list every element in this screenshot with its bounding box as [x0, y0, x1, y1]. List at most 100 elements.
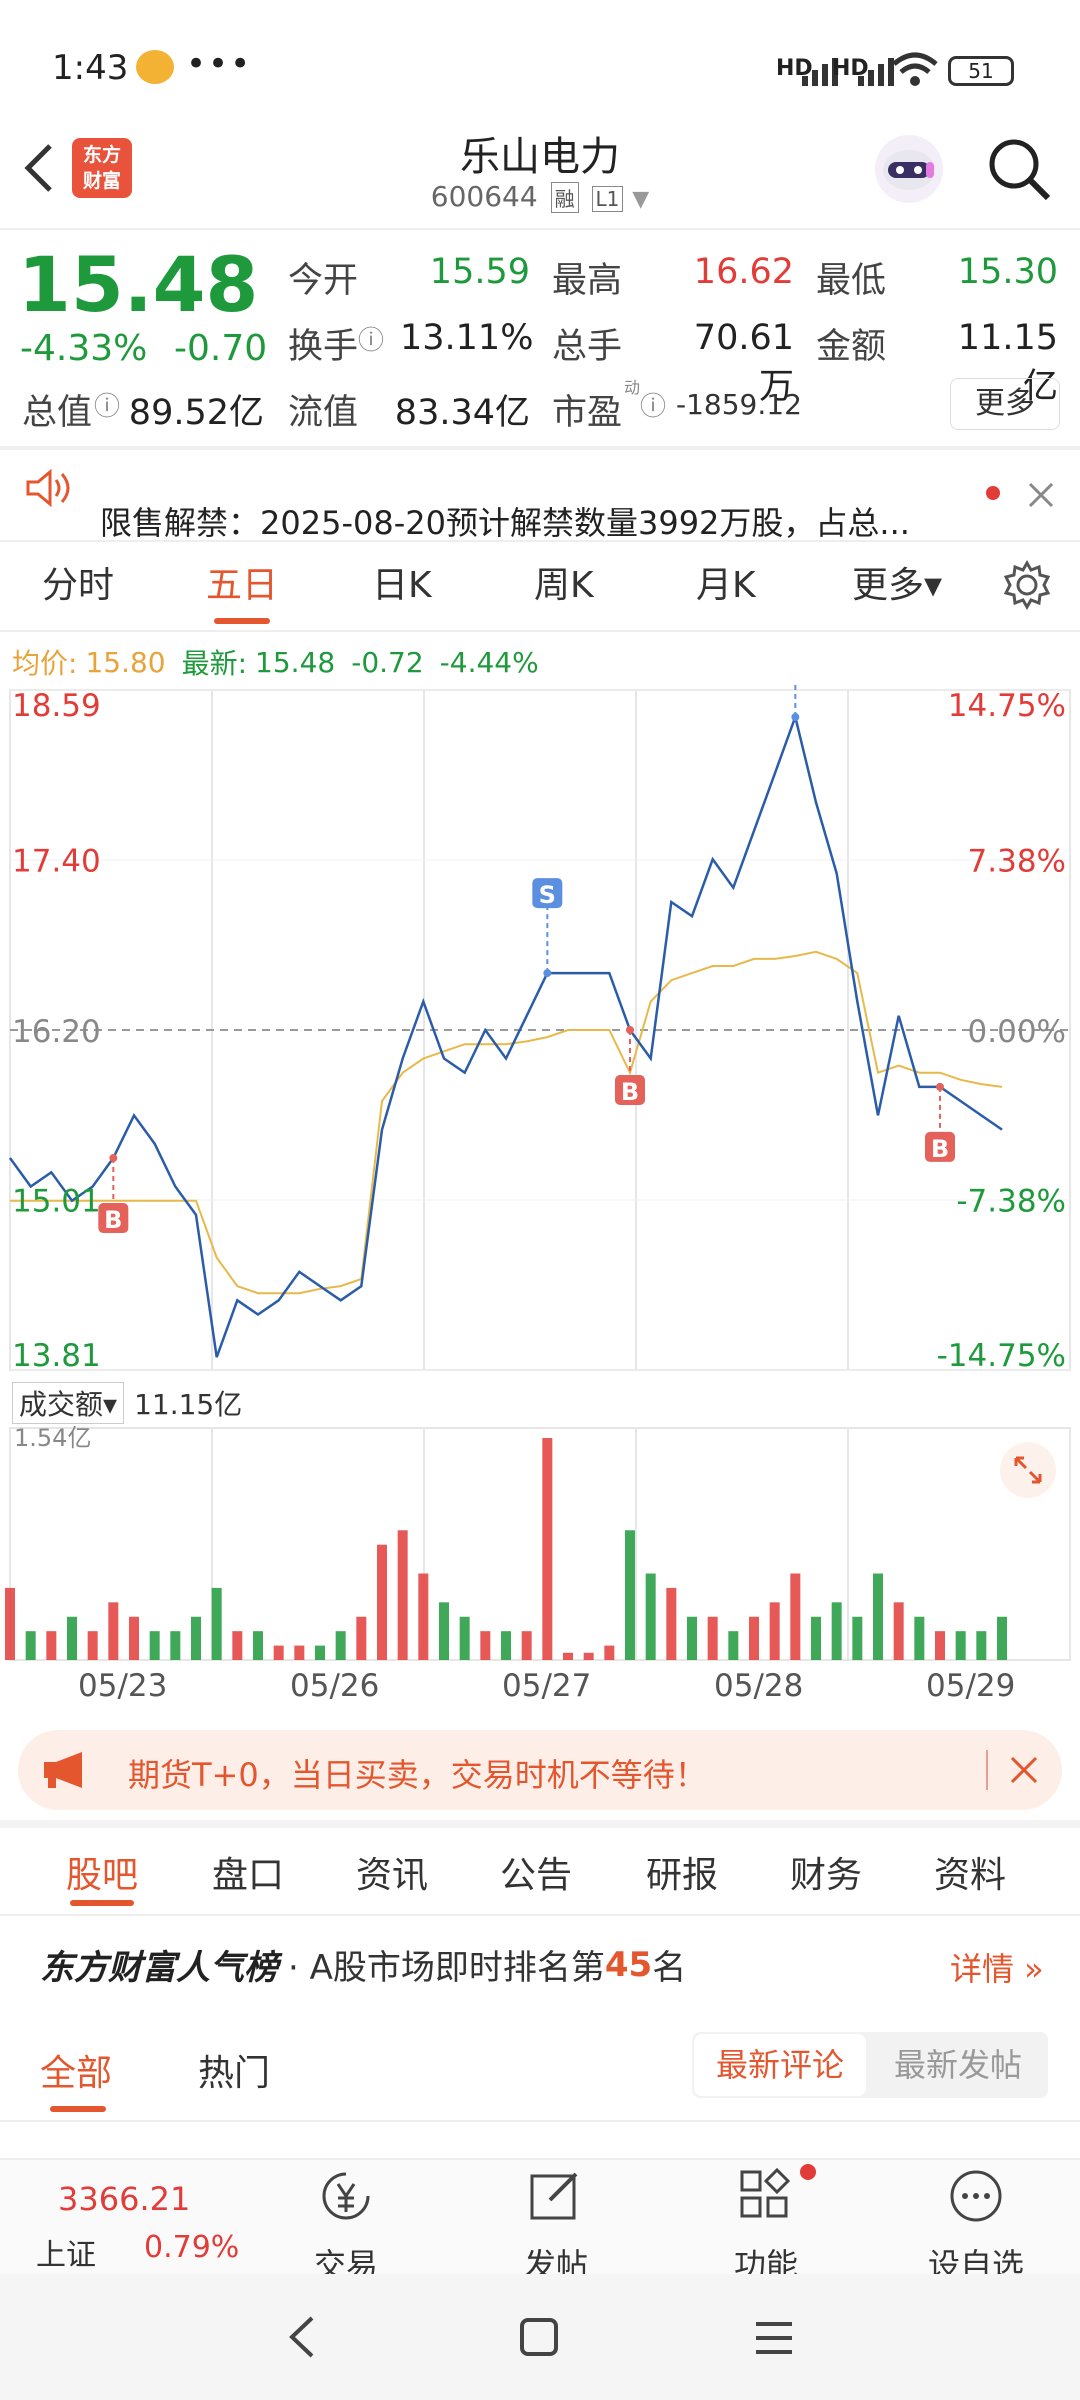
gear-icon[interactable]: [1002, 560, 1052, 610]
notice-bar[interactable]: 限售解禁：2025-08-20预计解禁数量3992万股，占总...: [0, 452, 1080, 542]
functions-badge: [800, 2164, 816, 2180]
divider: [0, 2120, 1080, 2122]
volume-header: 成交额▾ 11.15亿: [12, 1382, 242, 1424]
buy-marker[interactable]: B: [925, 1082, 955, 1163]
functions-grid-icon[interactable]: [738, 2168, 794, 2224]
index-change: 0.79%: [144, 2230, 240, 2265]
latest-value: 15.48: [255, 645, 336, 679]
tab-guba[interactable]: 股吧: [66, 1855, 139, 1896]
close-icon[interactable]: [1026, 480, 1056, 510]
more-button[interactable]: 更多: [950, 378, 1060, 430]
speaker-icon: [26, 468, 70, 508]
volume-bar: [728, 1631, 739, 1660]
volume-bar: [707, 1616, 718, 1660]
tab-news[interactable]: 资讯: [356, 1855, 429, 1896]
nav-back-icon[interactable]: [282, 2314, 322, 2360]
volume-bar: [335, 1631, 346, 1660]
buy-marker[interactable]: B: [615, 1026, 645, 1106]
sort-latest-post[interactable]: 最新发帖: [893, 2046, 1022, 2084]
sell-marker[interactable]: S: [532, 878, 563, 978]
post-edit-icon[interactable]: [528, 2168, 584, 2224]
volume-bar: [480, 1631, 491, 1660]
index-value[interactable]: 3366.21: [58, 2180, 191, 2218]
futures-ad-banner[interactable]: 期货T+0，当日买卖，交易时机不等待！: [18, 1730, 1062, 1810]
filter-all[interactable]: 全部: [40, 2053, 113, 2094]
volume-selector[interactable]: 成交额▾: [12, 1382, 125, 1424]
logo-line-2: 财富: [82, 170, 121, 192]
nav-menu-icon[interactable]: [752, 2318, 796, 2358]
volume-bar: [893, 1602, 904, 1660]
tab-five-day[interactable]: 五日: [206, 565, 279, 606]
volume-bar: [501, 1631, 511, 1660]
tab-daily-k[interactable]: 日K: [372, 565, 432, 606]
eastmoney-logo: 东方 财富: [72, 138, 132, 198]
info-icon[interactable]: ⓘ: [94, 392, 121, 422]
volume-bar: [25, 1631, 36, 1660]
stock-code-row[interactable]: 600644 融 L1 ▼: [0, 180, 1080, 213]
tab-weekly-k[interactable]: 周K: [534, 565, 594, 606]
expand-icon[interactable]: [998, 1440, 1058, 1500]
tab-more[interactable]: 更多▾: [852, 565, 943, 606]
change-percent: -4.33%: [20, 328, 148, 369]
x-tick-label: 05/29: [926, 1668, 1016, 1704]
x-axis-labels: 05/23 05/26 05/27 05/28 05/29: [0, 1668, 1080, 1708]
margin-tag: 融: [550, 182, 579, 213]
watchlist-icon[interactable]: [948, 2168, 1004, 2224]
info-icon[interactable]: ⓘ: [358, 326, 385, 356]
more-notifications-icon: •••: [186, 44, 253, 84]
pe-value: -1859.12: [676, 388, 802, 421]
filter-hot[interactable]: 热门: [198, 2053, 271, 2094]
volume-bar: [935, 1631, 945, 1660]
nav-home-icon[interactable]: [518, 2316, 560, 2358]
buy-marker[interactable]: B: [98, 1154, 129, 1234]
close-icon[interactable]: [1008, 1754, 1040, 1786]
popularity-rank-row[interactable]: 东方财富人气榜 · A股市场即时排名第 45 名: [40, 1940, 686, 1989]
divider: [0, 228, 1080, 230]
tab-profile[interactable]: 资料: [934, 1855, 1007, 1896]
low-label: 最低: [816, 261, 887, 301]
volume-bar: [852, 1616, 863, 1660]
volume-bar: [749, 1616, 759, 1660]
price-chart[interactable]: B S B S B 18.59 14.75% 17.40 7.38% 16.20 0.00% 15.…: [0, 684, 1080, 1374]
tab-announcements[interactable]: 公告: [500, 1855, 573, 1896]
volume-bar: [459, 1616, 470, 1660]
volume-bar: [294, 1645, 305, 1660]
battery-icon: 51: [948, 56, 1014, 86]
tab-financials[interactable]: 财务: [790, 1855, 863, 1896]
y-tick-right: 14.75%: [948, 688, 1066, 724]
trade-yen-icon[interactable]: [318, 2168, 374, 2224]
search-icon[interactable]: [984, 134, 1054, 204]
volume-bar: [87, 1631, 98, 1660]
high-label: 最高: [552, 261, 623, 301]
open-label: 今开: [288, 261, 359, 301]
tab-orderbook[interactable]: 盘口: [212, 1855, 285, 1896]
y-tick-right: 0.00%: [968, 1014, 1066, 1050]
back-arrow-icon[interactable]: [20, 140, 60, 196]
robot-assistant-icon[interactable]: [872, 132, 946, 206]
info-icon[interactable]: ⓘ: [640, 392, 667, 422]
volume-bar: [5, 1587, 15, 1660]
sort-latest-comment[interactable]: 最新评论: [694, 2034, 866, 2096]
volume-value: 70.61万: [693, 318, 794, 407]
y-tick-left: 13.81: [12, 1338, 101, 1374]
volume-bar: [604, 1645, 615, 1660]
volume-bar: [439, 1602, 449, 1660]
sell-marker[interactable]: S: [780, 684, 810, 722]
volume-bar: [645, 1573, 656, 1660]
divider: [0, 1914, 1080, 1916]
volume-bar: [108, 1602, 119, 1660]
y-tick-left: 15.01: [12, 1183, 101, 1219]
volume-bar: [687, 1616, 697, 1660]
tab-research[interactable]: 研报: [646, 1855, 719, 1896]
filter-active-underline: [50, 2106, 106, 2112]
rank-detail-link[interactable]: 详情 »: [950, 1950, 1044, 1988]
divider: [0, 540, 1080, 542]
trade-markers: B S B S B: [98, 684, 955, 1234]
volume-bar: [129, 1616, 139, 1660]
mktcap-value: 89.52亿: [128, 393, 264, 433]
rank-text-post: 名: [652, 1948, 687, 1988]
tab-intraday[interactable]: 分时: [42, 565, 115, 606]
tab-monthly-k[interactable]: 月K: [696, 565, 756, 606]
volume-bar: [997, 1616, 1007, 1660]
volume-bar: [211, 1587, 222, 1660]
